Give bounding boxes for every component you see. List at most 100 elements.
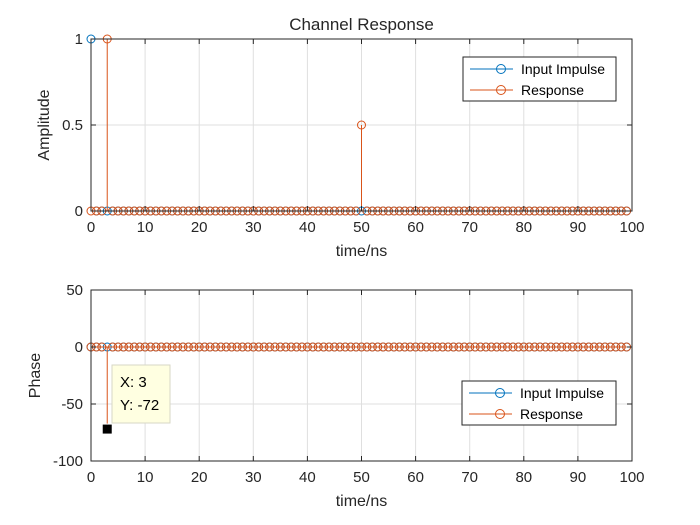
legend-marker [496,85,506,95]
stem-marker [167,342,177,352]
stem-marker [162,342,172,352]
stem-marker [189,342,199,352]
legend-marker [495,388,505,398]
stem-marker [319,342,329,352]
legend-marker [495,409,505,419]
datatip[interactable]: X: 3 Y: -72 [101,364,171,435]
stem-marker [286,342,296,352]
x-tick-label: 0 [87,219,95,236]
stem-marker [595,342,605,352]
stem-marker [438,342,448,352]
stem-marker [432,342,442,352]
x-tick-label: 20 [191,469,208,486]
stem-marker [421,342,431,352]
y-axis-label: Phase [27,353,44,398]
stem-marker [470,342,480,352]
stem-marker [551,342,561,352]
stem-marker [205,342,215,352]
stem-marker [346,342,356,352]
stem-marker [243,342,253,352]
stem-marker [540,342,550,352]
stem-marker [416,342,426,352]
legend[interactable]: Input Impulse Response [462,56,617,102]
datatip-x-text: X: 3 [120,374,147,391]
stem-marker [135,342,145,352]
stem-marker [394,342,404,352]
legend[interactable]: Input Impulse Response [461,380,617,426]
x-tick-label: 100 [619,219,644,236]
stem-marker [567,342,577,352]
stem-marker [535,342,545,352]
stem-marker [611,342,621,352]
stem-marker [519,342,529,352]
stem-marker [573,342,583,352]
datatip-y-text: Y: -72 [120,397,159,414]
stem-marker [357,120,366,130]
stem-marker [562,342,572,352]
x-tick-label: 90 [570,219,587,236]
stem-marker [237,342,247,352]
stem-marker [324,342,334,352]
stem-marker [524,342,534,352]
stem-marker [357,342,366,352]
stem-marker [297,342,307,352]
x-tick-label: 60 [407,219,424,236]
stem-marker [129,342,139,352]
x-tick-label: 90 [570,469,587,486]
stem-marker [108,342,118,352]
stem-marker [616,342,626,352]
stem-marker [178,342,188,352]
x-tick-label: 50 [353,219,370,236]
y-axis-label: Amplitude [36,89,53,160]
stem-marker [373,342,383,352]
stem-marker [227,342,237,352]
stem-marker [530,342,540,352]
stem-marker [194,342,204,352]
stem-marker [589,342,599,352]
stem-marker [492,342,502,352]
x-tick-label: 40 [299,219,316,236]
x-tick-label: 40 [299,469,316,486]
legend-entry-label: Response [521,82,584,98]
stem-marker [497,342,507,352]
stem-marker [329,342,339,352]
legend-marker [496,64,506,74]
x-tick-label: 10 [137,469,154,486]
stem-marker [351,342,361,352]
stem-marker [448,342,458,352]
y-tick-label: 0.5 [62,117,83,134]
legend-entry-label: Input Impulse [520,385,604,401]
stem-marker [97,342,107,352]
stem-marker [275,342,285,352]
x-tick-label: 70 [461,219,478,236]
stem-marker [308,342,318,352]
stem-marker [146,342,156,352]
x-tick-label: 80 [515,469,532,486]
stem-marker [200,342,210,352]
y-tick-label: -50 [61,396,83,413]
stem-marker [313,342,323,352]
stem-marker [513,342,523,352]
stem-marker [221,342,231,352]
datatip-marker[interactable] [101,423,113,435]
series-response [86,342,632,434]
stem-marker [140,342,150,352]
stem-marker [270,342,280,352]
legend-entry-label: Response [520,406,583,422]
stem-marker [254,342,264,352]
stem-marker [335,342,345,352]
stem-marker [362,342,372,352]
x-tick-label: 20 [191,219,208,236]
stem-marker [481,342,491,352]
stem-marker [400,342,410,352]
stem-marker [476,342,486,352]
y-tick-label: 0 [75,203,83,220]
y-tick-label: 1 [75,31,83,48]
stem-marker [118,342,128,352]
plot-1: 0 10 20 30 40 50 60 70 80 90 100 0 0.5 1 time/ns Amplit… [36,15,645,260]
stem-marker [151,342,161,352]
stem-marker [378,342,388,352]
stem-marker [124,342,134,352]
stem-marker [265,342,275,352]
stem-marker [259,342,269,352]
